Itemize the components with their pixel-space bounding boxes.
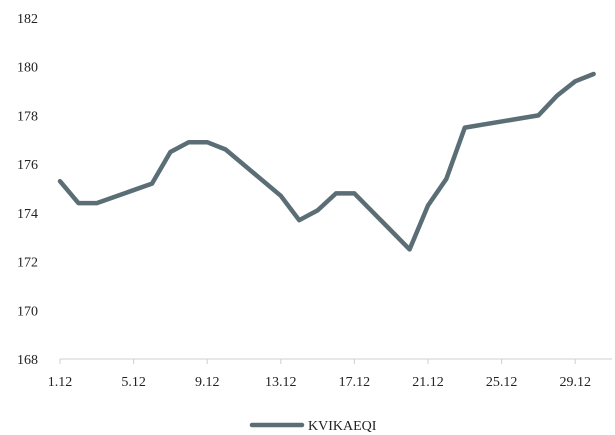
y-tick-label: 168 (17, 353, 38, 368)
y-tick-label: 176 (17, 158, 38, 173)
x-tick-label: 1.12 (48, 375, 73, 390)
y-tick-label: 172 (17, 256, 38, 271)
y-tick-label: 182 (17, 12, 38, 27)
x-tick-label: 29.12 (559, 375, 591, 390)
x-tick-label: 5.12 (121, 375, 146, 390)
y-tick-label: 170 (17, 304, 38, 319)
series-line-kvikaeqi (57, 71, 596, 252)
plot-area (57, 71, 596, 252)
x-tick-label: 17.12 (339, 375, 371, 390)
y-tick-label: 180 (17, 61, 38, 76)
x-tick-label: 21.12 (412, 375, 444, 390)
y-tick-label: 178 (17, 109, 38, 124)
x-tick-label: 25.12 (486, 375, 518, 390)
y-tick-label: 174 (17, 207, 38, 222)
x-axis: 1.12 5.12 9.12 13.12 17.12 21.12 25.12 29.12 (48, 358, 612, 390)
legend: KVIKAEQI (249, 419, 377, 434)
legend-label: KVIKAEQI (308, 419, 377, 434)
x-tick-label: 13.12 (265, 375, 297, 390)
x-tick-label: 9.12 (195, 375, 220, 390)
y-axis: 168 170 172 174 176 178 180 182 (17, 12, 38, 368)
